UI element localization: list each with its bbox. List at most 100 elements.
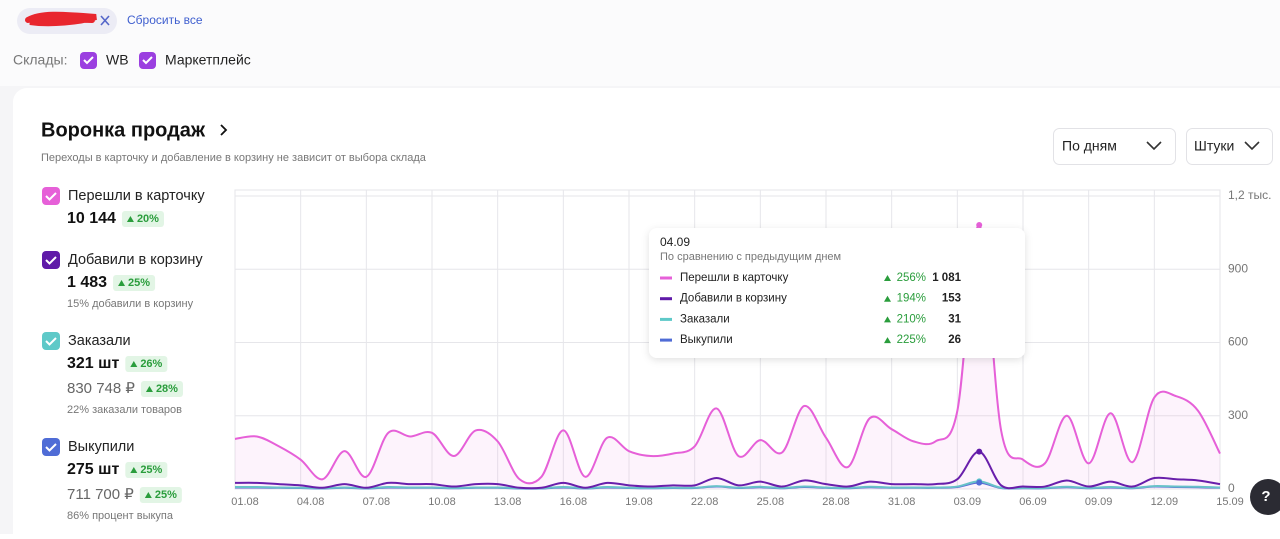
y-tick-label: 0 bbox=[1228, 481, 1235, 495]
tooltip-change: 194% bbox=[897, 293, 926, 305]
dropdown-label: По дням bbox=[1062, 138, 1117, 154]
up-arrow bbox=[884, 295, 891, 302]
x-tick-label: 06.09 bbox=[1019, 496, 1047, 508]
reset-link[interactable]: Сбросить все bbox=[127, 13, 203, 27]
top-bar bbox=[0, 0, 1280, 86]
x-tick-label: 04.08 bbox=[297, 496, 325, 508]
metric-label: Добавили в корзину bbox=[68, 252, 203, 268]
legend-label: Выкупили bbox=[680, 334, 733, 346]
change-label: 26% bbox=[140, 358, 162, 370]
change-badge bbox=[113, 275, 156, 291]
warehouse-option: Маркетплейс bbox=[165, 52, 251, 68]
up-arrow bbox=[145, 386, 153, 392]
metric-value: 275 шт bbox=[67, 461, 119, 478]
x-tick-label: 10.08 bbox=[428, 496, 456, 508]
line bbox=[234, 224, 1221, 485]
tooltip-value: 26 bbox=[948, 334, 961, 346]
y-tick-label: 300 bbox=[1228, 408, 1248, 422]
metric-label: Выкупили bbox=[68, 439, 134, 455]
up-arrow bbox=[126, 216, 134, 222]
tooltip-note: По сравнению с предыдущим днем bbox=[660, 251, 841, 263]
change-badge bbox=[125, 462, 168, 478]
x-tick-label: 22.08 bbox=[691, 496, 719, 508]
line bbox=[234, 450, 1221, 490]
tooltip-value: 31 bbox=[948, 313, 961, 325]
x-tick-label: 15.09 bbox=[1216, 496, 1244, 508]
checkmark bbox=[45, 192, 57, 201]
checkmark bbox=[45, 443, 57, 452]
x-tick-label: 01.08 bbox=[231, 496, 259, 508]
checkmark bbox=[45, 337, 57, 346]
y-tick-label: 900 bbox=[1228, 261, 1248, 275]
legend-label: Добавили в корзину bbox=[680, 293, 787, 305]
metric-checkbox[interactable] bbox=[42, 251, 60, 269]
checkmark bbox=[45, 256, 57, 265]
dropdown[interactable] bbox=[1053, 128, 1176, 165]
metric-label: Заказали bbox=[68, 333, 131, 349]
point-marker bbox=[976, 222, 983, 229]
card bbox=[13, 88, 1280, 539]
change-label: 25% bbox=[140, 464, 162, 476]
tooltip-change: 225% bbox=[897, 334, 926, 346]
checkbox[interactable] bbox=[139, 52, 156, 69]
tooltip: 04.09 По сравнению с предыдущим днем Переш… bbox=[649, 228, 1025, 358]
change-badge bbox=[125, 356, 168, 372]
checkbox[interactable] bbox=[80, 52, 97, 69]
point-marker bbox=[976, 448, 983, 455]
metric-value-secondary: 830 748 ₽ bbox=[67, 380, 135, 397]
tooltip-change: 256% bbox=[897, 272, 926, 284]
up-arrow bbox=[884, 275, 891, 281]
y-tick-label: 600 bbox=[1228, 335, 1248, 349]
help-label[interactable]: ? bbox=[1261, 488, 1270, 505]
x-tick-label: 07.08 bbox=[363, 496, 391, 508]
help-button[interactable] bbox=[1250, 479, 1280, 515]
x-tick-label: 16.08 bbox=[560, 496, 588, 508]
metric-checkbox[interactable] bbox=[42, 438, 60, 456]
x-tick-label: 31.08 bbox=[888, 496, 916, 508]
x-tick-label: 25.08 bbox=[757, 496, 785, 508]
tooltip-date: 04.09 bbox=[660, 235, 690, 249]
metric-value: 10 144 bbox=[67, 210, 116, 227]
change-label: 28% bbox=[156, 383, 178, 395]
change-badge bbox=[140, 381, 183, 397]
change-badge bbox=[139, 487, 182, 503]
x-tick-label: 03.09 bbox=[954, 496, 982, 508]
tooltip-value: 153 bbox=[942, 293, 961, 305]
up-arrow bbox=[130, 361, 138, 367]
x-tick-label: 12.09 bbox=[1151, 496, 1179, 508]
card-subtitle: Переходы в карточку и добавление в корзи… bbox=[41, 152, 427, 164]
metric-checkbox[interactable] bbox=[42, 187, 60, 205]
up-arrow bbox=[144, 492, 152, 498]
metric-note: 15% добавили в корзину bbox=[67, 298, 194, 310]
y-tick-label: 1,2 тыс. bbox=[1228, 188, 1271, 202]
tooltip-value: 1 081 bbox=[932, 272, 961, 284]
change-badge bbox=[121, 211, 164, 227]
warehouses-label: Склады: bbox=[13, 52, 67, 68]
change-label: 25% bbox=[128, 277, 150, 289]
change-label: 25% bbox=[155, 489, 177, 501]
legend-label: Перешли в карточку bbox=[680, 272, 789, 284]
warehouse-option: WB bbox=[106, 52, 129, 68]
line bbox=[234, 480, 1221, 490]
dropdown-label: Штуки bbox=[1194, 138, 1234, 154]
metric-checkbox[interactable] bbox=[42, 332, 60, 350]
metric-value: 321 шт bbox=[67, 355, 119, 372]
change-label: 20% bbox=[137, 213, 159, 225]
up-arrow bbox=[130, 467, 138, 473]
tooltip-change: 210% bbox=[897, 313, 926, 325]
card-title[interactable]: Воронка продаж bbox=[41, 119, 206, 141]
metric-note: 86% процент выкупа bbox=[67, 510, 174, 522]
x-tick-label: 13.08 bbox=[494, 496, 522, 508]
metric-label: Перешли в карточку bbox=[68, 188, 205, 204]
metric-note: 22% заказали товаров bbox=[67, 404, 182, 416]
metric-value-secondary: 711 700 ₽ bbox=[67, 486, 134, 503]
point-marker bbox=[976, 479, 983, 486]
dropdown[interactable] bbox=[1186, 128, 1273, 165]
filter-chip[interactable] bbox=[17, 8, 117, 34]
x-tick-label: 09.09 bbox=[1085, 496, 1113, 508]
chevron[interactable] bbox=[220, 124, 228, 136]
x-tick-label: 28.08 bbox=[822, 496, 850, 508]
x-tick-label: 19.08 bbox=[625, 496, 653, 508]
